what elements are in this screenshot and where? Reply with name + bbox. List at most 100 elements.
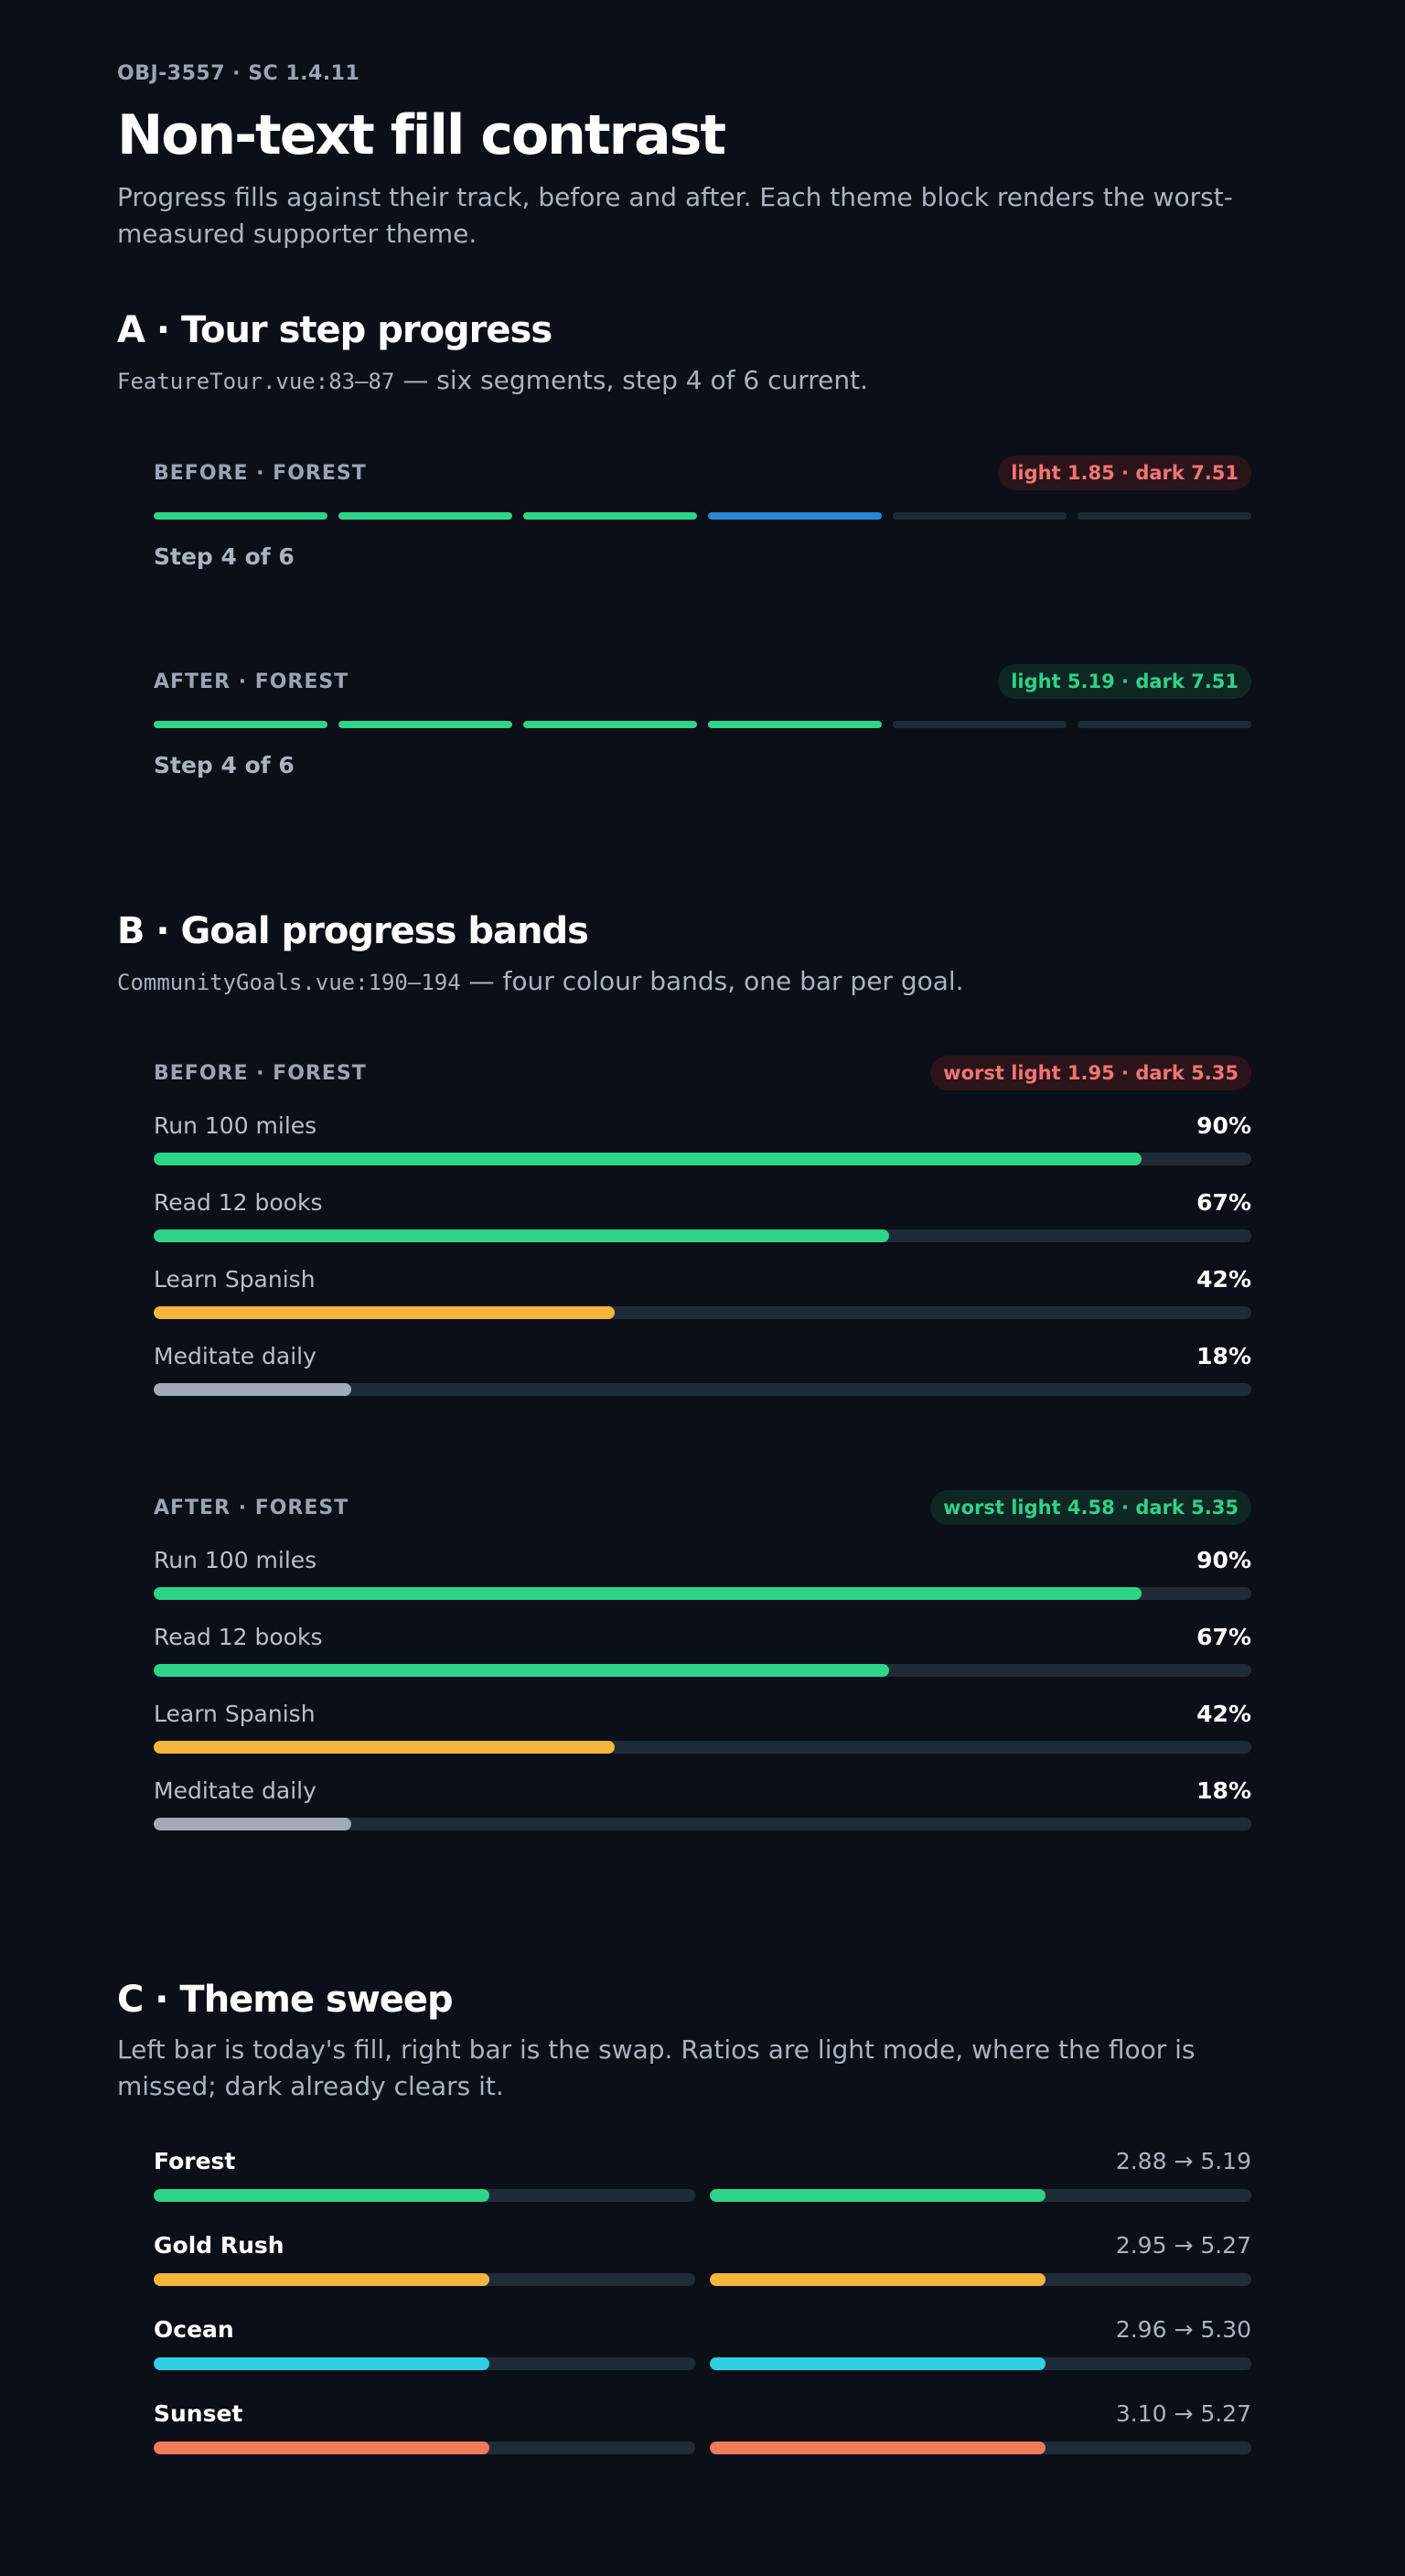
goal-progress-fill [154,1818,351,1830]
goal-progress-fill [154,1153,1142,1165]
tour-before-label: BEFORE · FOREST [154,461,367,485]
goal-name: Run 100 miles [154,1112,317,1139]
section-theme-sweep: C · Theme sweep Left bar is today's fill… [117,1977,1288,2454]
section-tour-step-progress: A · Tour step progress FeatureTour.vue:8… [117,307,1288,778]
step-segment [1078,721,1251,728]
goal-item: Meditate daily 18% [154,1343,1251,1396]
theme-bar-before-fill [154,2357,490,2370]
theme-sweep-row: Sunset 3.10 → 5.27 [154,2398,1251,2454]
section-c-desc: Left bar is today's fill, right bar is t… [117,2034,1196,2101]
theme-sweep-row: Forest 2.88 → 5.19 [154,2145,1251,2202]
goal-name: Meditate daily [154,1777,316,1804]
tour-after-segments [154,721,1251,728]
goal-percent: 67% [1196,1189,1251,1216]
step-segment [523,512,697,520]
tour-before-panel: BEFORE · FOREST light 1.85 · dark 7.51 S… [154,455,1251,570]
page-title: Non-text fill contrast [117,103,726,167]
theme-bar-after-fill [710,2273,1046,2286]
goal-percent: 90% [1196,1547,1251,1573]
section-a-file: FeatureTour.vue:83–87 [117,369,395,394]
section-goal-progress-bands: B · Goal progress bands CommunityGoals.v… [117,908,1288,1830]
step-segment [893,721,1067,728]
goal-percent: 67% [1196,1624,1251,1650]
tour-after-panel: AFTER · FOREST light 5.19 · dark 7.51 St… [154,663,1251,778]
theme-bar-after-fill [710,2189,1046,2202]
section-a-title: A · Tour step progress [117,309,552,351]
goal-progress-track [154,1229,1251,1242]
theme-bar-before-fill [154,2442,490,2454]
goal-progress-track [154,1818,1251,1830]
theme-bar-before-track [154,2357,695,2370]
theme-name: Sunset [154,2399,243,2427]
theme-bar-before-track [154,2273,695,2286]
theme-bar-before-track [154,2189,695,2202]
goal-progress-fill [154,1383,351,1396]
tour-before-step-label: Step 4 of 6 [154,543,295,570]
goals-before-list: Run 100 miles 90% Read 12 books 67% Learn Sp… [154,1112,1251,1396]
step-segment [338,721,512,728]
goals-after-panel: AFTER · FOREST worst light 4.58 · dark 5… [154,1489,1251,1830]
theme-name: Forest [154,2147,236,2174]
theme-bar-after-track [710,2273,1251,2286]
theme-bar-before-track [154,2442,695,2454]
step-segment [338,512,512,520]
step-segment [523,721,697,728]
step-segment [154,721,327,728]
section-b-file: CommunityGoals.vue:190–194 [117,970,461,995]
theme-ratio: 3.10 → 5.27 [1115,2399,1251,2427]
goal-name: Learn Spanish [154,1266,316,1293]
goal-progress-fill [154,1664,889,1677]
goal-percent: 42% [1196,1701,1251,1727]
tour-before-badge: light 1.85 · dark 7.51 [998,456,1251,490]
step-segment [893,512,1067,520]
step-segment [1078,512,1251,520]
step-segment [708,512,882,520]
goal-item: Run 100 miles 90% [154,1112,1251,1165]
goal-progress-fill [154,1741,615,1754]
goal-progress-track [154,1741,1251,1754]
step-segment [708,721,882,728]
goal-percent: 18% [1196,1343,1251,1369]
goals-after-list: Run 100 miles 90% Read 12 books 67% Learn Sp… [154,1547,1251,1830]
goals-after-badge: worst light 4.58 · dark 5.35 [930,1490,1251,1525]
goal-name: Read 12 books [154,1624,323,1650]
tour-after-badge: light 5.19 · dark 7.51 [998,664,1251,699]
tour-before-segments [154,512,1251,520]
theme-sweep-list: Forest 2.88 → 5.19 Gold Rush 2.95 → 5.27 Oce… [154,2145,1251,2454]
theme-bar-before-fill [154,2273,490,2286]
theme-bar-after-track [710,2357,1251,2370]
goal-name: Read 12 books [154,1189,323,1216]
goal-progress-track [154,1383,1251,1396]
goal-progress-fill [154,1229,889,1242]
goals-before-panel: BEFORE · FOREST worst light 1.95 · dark … [154,1055,1251,1396]
goal-progress-fill [154,1587,1142,1600]
goal-progress-fill [154,1306,615,1319]
goal-name: Learn Spanish [154,1701,316,1727]
step-segment [154,512,327,520]
goal-progress-track [154,1587,1251,1600]
theme-ratio: 2.88 → 5.19 [1115,2147,1251,2174]
goal-item: Learn Spanish 42% [154,1266,1251,1319]
goal-item: Read 12 books 67% [154,1624,1251,1677]
section-a-desc: FeatureTour.vue:83–87 — six segments, st… [117,362,1288,400]
tour-after-step-label: Step 4 of 6 [154,752,295,778]
section-b-desc: CommunityGoals.vue:190–194 — four colour… [117,963,1288,1001]
theme-bar-after-fill [710,2357,1046,2370]
theme-bar-before-fill [154,2189,490,2202]
tour-after-label: AFTER · FOREST [154,670,349,693]
goal-percent: 90% [1196,1112,1251,1139]
theme-ratio: 2.95 → 5.27 [1115,2231,1251,2259]
goal-item: Run 100 miles 90% [154,1547,1251,1600]
goal-percent: 18% [1196,1777,1251,1804]
goals-before-badge: worst light 1.95 · dark 5.35 [930,1056,1251,1090]
goal-item: Learn Spanish 42% [154,1701,1251,1754]
goals-after-label: AFTER · FOREST [154,1496,349,1519]
goal-item: Meditate daily 18% [154,1777,1251,1830]
theme-sweep-row: Ocean 2.96 → 5.30 [154,2313,1251,2370]
theme-ratio: 2.96 → 5.30 [1115,2315,1251,2343]
goal-name: Run 100 miles [154,1547,317,1573]
goal-progress-track [154,1664,1251,1677]
goals-before-label: BEFORE · FOREST [154,1061,367,1085]
theme-bar-after-track [710,2189,1251,2202]
